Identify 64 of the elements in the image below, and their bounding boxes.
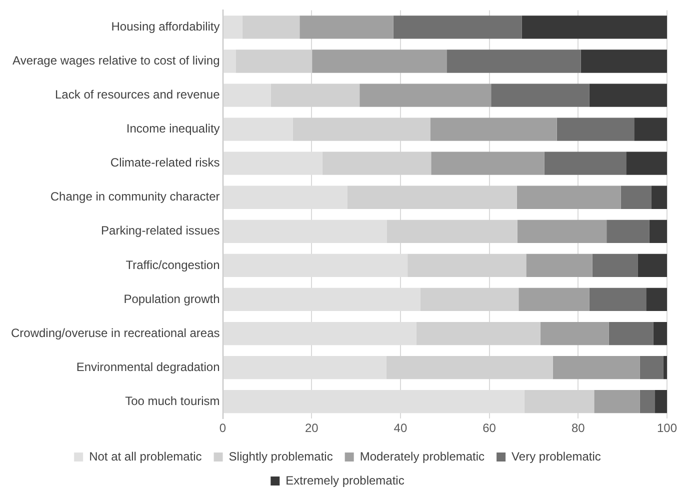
bar — [589, 288, 646, 312]
bar — [223, 84, 271, 107]
bar — [653, 322, 667, 346]
bar — [223, 118, 293, 141]
bar — [592, 254, 638, 278]
bar — [430, 118, 557, 141]
bar — [651, 186, 667, 209]
bar — [640, 356, 664, 380]
bar — [517, 220, 607, 243]
bar — [589, 84, 667, 107]
x-tick-label: 20 — [304, 421, 319, 436]
legend-label: Slightly problematic — [228, 449, 333, 464]
bar — [594, 390, 640, 414]
x-tick-label: 100 — [656, 421, 678, 436]
bar — [620, 186, 652, 209]
bar — [608, 322, 654, 346]
x-tick-label: 80 — [571, 421, 586, 436]
bar — [242, 16, 300, 39]
bar — [522, 16, 667, 39]
bar — [518, 288, 590, 312]
bar — [626, 152, 667, 175]
bar — [491, 84, 590, 107]
y-tick-label: Average wages relative to cost of living — [12, 54, 220, 68]
y-tick-label: Too much tourism — [125, 394, 220, 408]
bar — [634, 118, 667, 141]
bar — [646, 288, 667, 312]
bar — [638, 254, 667, 278]
bar — [223, 16, 242, 39]
x-tick-label: 40 — [394, 421, 408, 436]
bar — [552, 356, 640, 380]
bar — [300, 16, 394, 39]
y-tick-label: Change in community character — [50, 190, 220, 204]
bar — [540, 322, 609, 346]
legend-label: Moderately problematic — [360, 449, 485, 464]
bar — [649, 220, 667, 243]
y-tick-label: Housing affordability — [111, 20, 220, 34]
bar — [393, 16, 522, 39]
legend-label: Very problematic — [512, 449, 601, 464]
bar — [580, 50, 667, 73]
y-tick-label: Traffic/congestion — [126, 258, 220, 272]
y-tick-label: Income inequality — [126, 122, 220, 136]
bar — [526, 254, 592, 278]
bar — [544, 152, 626, 175]
y-tick-label: Environmental degradation — [76, 360, 220, 374]
bar — [431, 152, 544, 175]
bar — [655, 390, 667, 414]
legend-label: Not at all problematic — [89, 449, 202, 464]
bar — [663, 356, 667, 380]
y-tick-label: Lack of resources and revenue — [55, 88, 220, 102]
bar — [446, 50, 581, 73]
y-tick-label: Crowding/overuse in recreational areas — [10, 326, 220, 340]
legend-label: Extremely problematic — [286, 473, 404, 488]
x-tick-label: 0 — [219, 421, 226, 436]
x-tick-label: 60 — [482, 421, 496, 436]
y-tick-label: Parking-related issues — [101, 224, 220, 238]
bar — [640, 390, 656, 414]
bar — [223, 50, 236, 73]
bar — [556, 118, 634, 141]
y-tick-label: Population growth — [124, 292, 220, 306]
bar — [516, 186, 621, 209]
bar — [606, 220, 650, 243]
bar — [312, 50, 447, 73]
bar — [360, 84, 492, 107]
y-tick-label: Climate-related risks — [110, 156, 220, 170]
